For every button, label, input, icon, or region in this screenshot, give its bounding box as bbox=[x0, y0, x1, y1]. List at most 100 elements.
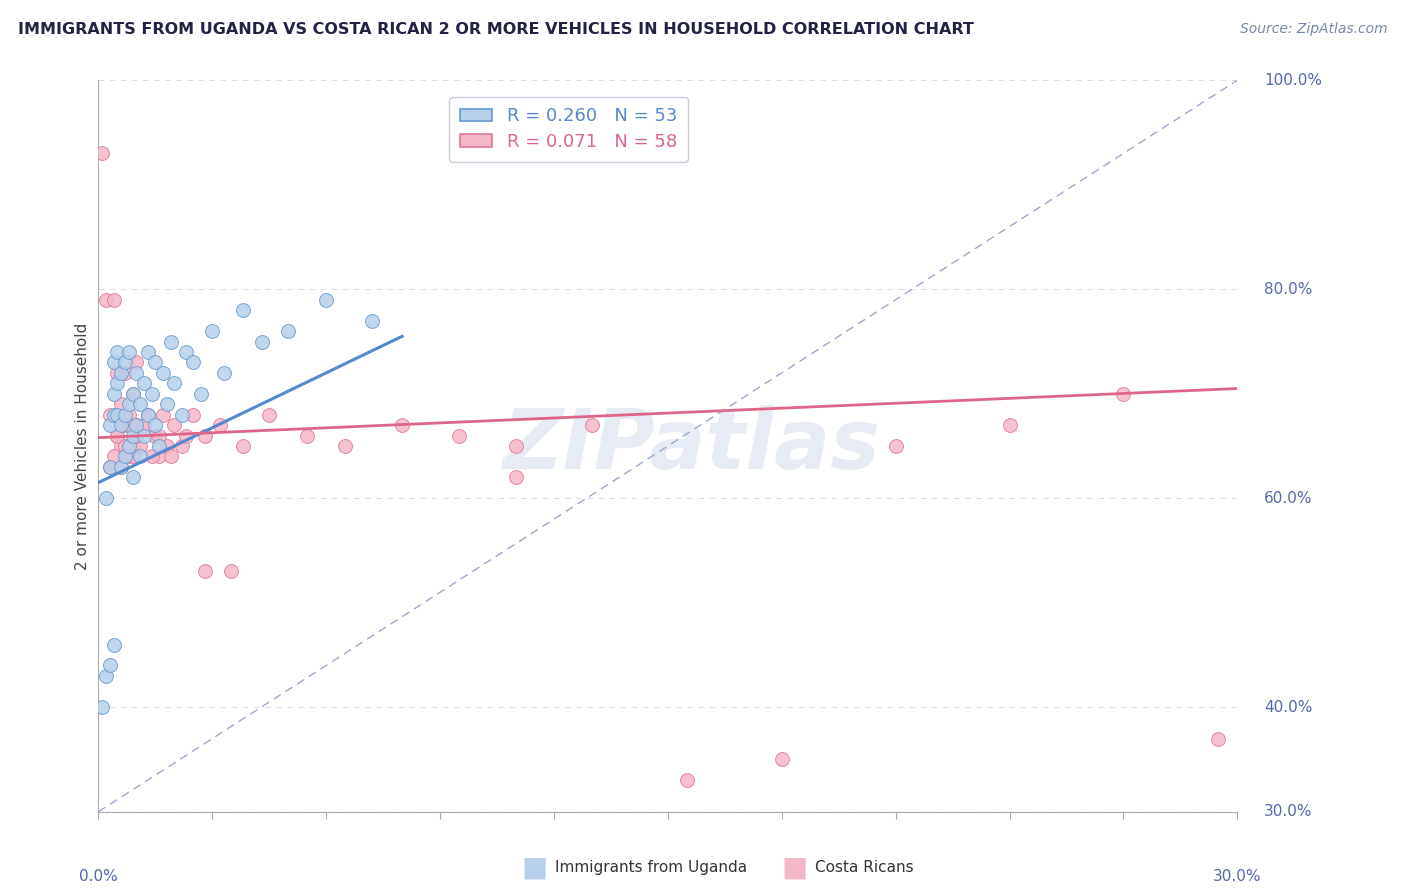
Point bbox=[148, 450, 170, 464]
Point bbox=[110, 366, 132, 380]
Point bbox=[998, 418, 1021, 433]
Text: Costa Ricans: Costa Ricans bbox=[815, 861, 914, 875]
Point bbox=[194, 565, 217, 579]
Point bbox=[114, 439, 136, 453]
Point bbox=[505, 470, 527, 484]
Point bbox=[107, 345, 129, 359]
Point bbox=[103, 450, 125, 464]
Point bbox=[505, 439, 527, 453]
Point bbox=[121, 450, 143, 464]
Point bbox=[148, 439, 170, 453]
Point bbox=[315, 293, 337, 307]
Point bbox=[1208, 731, 1230, 746]
Point bbox=[232, 303, 254, 318]
Point bbox=[114, 355, 136, 369]
Point bbox=[103, 408, 125, 422]
Legend: R = 0.260   N = 53, R = 0.071   N = 58: R = 0.260 N = 53, R = 0.071 N = 58 bbox=[449, 96, 688, 161]
Point bbox=[250, 334, 273, 349]
Point bbox=[94, 293, 117, 307]
Point bbox=[132, 418, 155, 433]
Point bbox=[163, 418, 186, 433]
Point bbox=[132, 428, 155, 442]
Point bbox=[174, 428, 197, 442]
Text: Immigrants from Uganda: Immigrants from Uganda bbox=[555, 861, 748, 875]
Point bbox=[259, 408, 281, 422]
Text: 40.0%: 40.0% bbox=[1264, 699, 1312, 714]
Point bbox=[114, 450, 136, 464]
Point bbox=[170, 439, 193, 453]
Point bbox=[121, 428, 143, 442]
Point bbox=[148, 428, 170, 442]
Point bbox=[183, 408, 205, 422]
Point bbox=[183, 355, 205, 369]
Text: IMMIGRANTS FROM UGANDA VS COSTA RICAN 2 OR MORE VEHICLES IN HOUSEHOLD CORRELATIO: IMMIGRANTS FROM UGANDA VS COSTA RICAN 2 … bbox=[18, 22, 974, 37]
Point bbox=[110, 459, 132, 474]
Text: 30.0%: 30.0% bbox=[1213, 869, 1261, 884]
Point bbox=[98, 658, 121, 673]
Point bbox=[110, 418, 132, 433]
Point bbox=[174, 345, 197, 359]
Point bbox=[121, 439, 143, 453]
Point bbox=[107, 366, 129, 380]
Point bbox=[152, 408, 174, 422]
Text: Source: ZipAtlas.com: Source: ZipAtlas.com bbox=[1240, 22, 1388, 37]
Text: 30.0%: 30.0% bbox=[1264, 805, 1312, 819]
Text: ZIPatlas: ZIPatlas bbox=[502, 406, 880, 486]
Y-axis label: 2 or more Vehicles in Household: 2 or more Vehicles in Household bbox=[75, 322, 90, 570]
Point bbox=[94, 491, 117, 506]
Point bbox=[91, 836, 114, 850]
Point bbox=[110, 439, 132, 453]
Point bbox=[107, 376, 129, 391]
Point bbox=[449, 428, 471, 442]
Point bbox=[194, 428, 217, 442]
Point bbox=[152, 366, 174, 380]
Point bbox=[103, 638, 125, 652]
Point bbox=[98, 408, 121, 422]
Point bbox=[118, 408, 141, 422]
Point bbox=[190, 386, 212, 401]
Point bbox=[208, 418, 231, 433]
Point bbox=[107, 428, 129, 442]
Point bbox=[156, 397, 179, 411]
Point bbox=[114, 366, 136, 380]
Point bbox=[676, 773, 699, 788]
Point bbox=[118, 418, 141, 433]
Point bbox=[125, 428, 148, 442]
Point bbox=[98, 459, 121, 474]
Point bbox=[170, 408, 193, 422]
Point bbox=[107, 428, 129, 442]
Point bbox=[360, 313, 382, 327]
Text: 100.0%: 100.0% bbox=[1264, 73, 1322, 87]
Point bbox=[125, 366, 148, 380]
Point bbox=[770, 752, 793, 766]
Text: 80.0%: 80.0% bbox=[1264, 282, 1312, 297]
Point bbox=[1112, 386, 1135, 401]
Point bbox=[884, 439, 907, 453]
Point bbox=[98, 459, 121, 474]
Point bbox=[145, 418, 167, 433]
Text: 60.0%: 60.0% bbox=[1264, 491, 1312, 506]
Point bbox=[114, 408, 136, 422]
Point bbox=[110, 397, 132, 411]
Point bbox=[103, 386, 125, 401]
Point bbox=[103, 293, 125, 307]
Text: ■: ■ bbox=[522, 854, 547, 882]
Point bbox=[141, 386, 163, 401]
Point bbox=[91, 700, 114, 714]
Point bbox=[129, 439, 152, 453]
Point bbox=[335, 439, 357, 453]
Point bbox=[212, 366, 235, 380]
Point bbox=[121, 386, 143, 401]
Point bbox=[145, 355, 167, 369]
Point bbox=[297, 428, 319, 442]
Point bbox=[132, 376, 155, 391]
Point bbox=[110, 459, 132, 474]
Point bbox=[98, 418, 121, 433]
Point bbox=[121, 470, 143, 484]
Point bbox=[163, 376, 186, 391]
Point bbox=[159, 450, 181, 464]
Point bbox=[118, 450, 141, 464]
Point bbox=[132, 418, 155, 433]
Point bbox=[129, 397, 152, 411]
Point bbox=[118, 439, 141, 453]
